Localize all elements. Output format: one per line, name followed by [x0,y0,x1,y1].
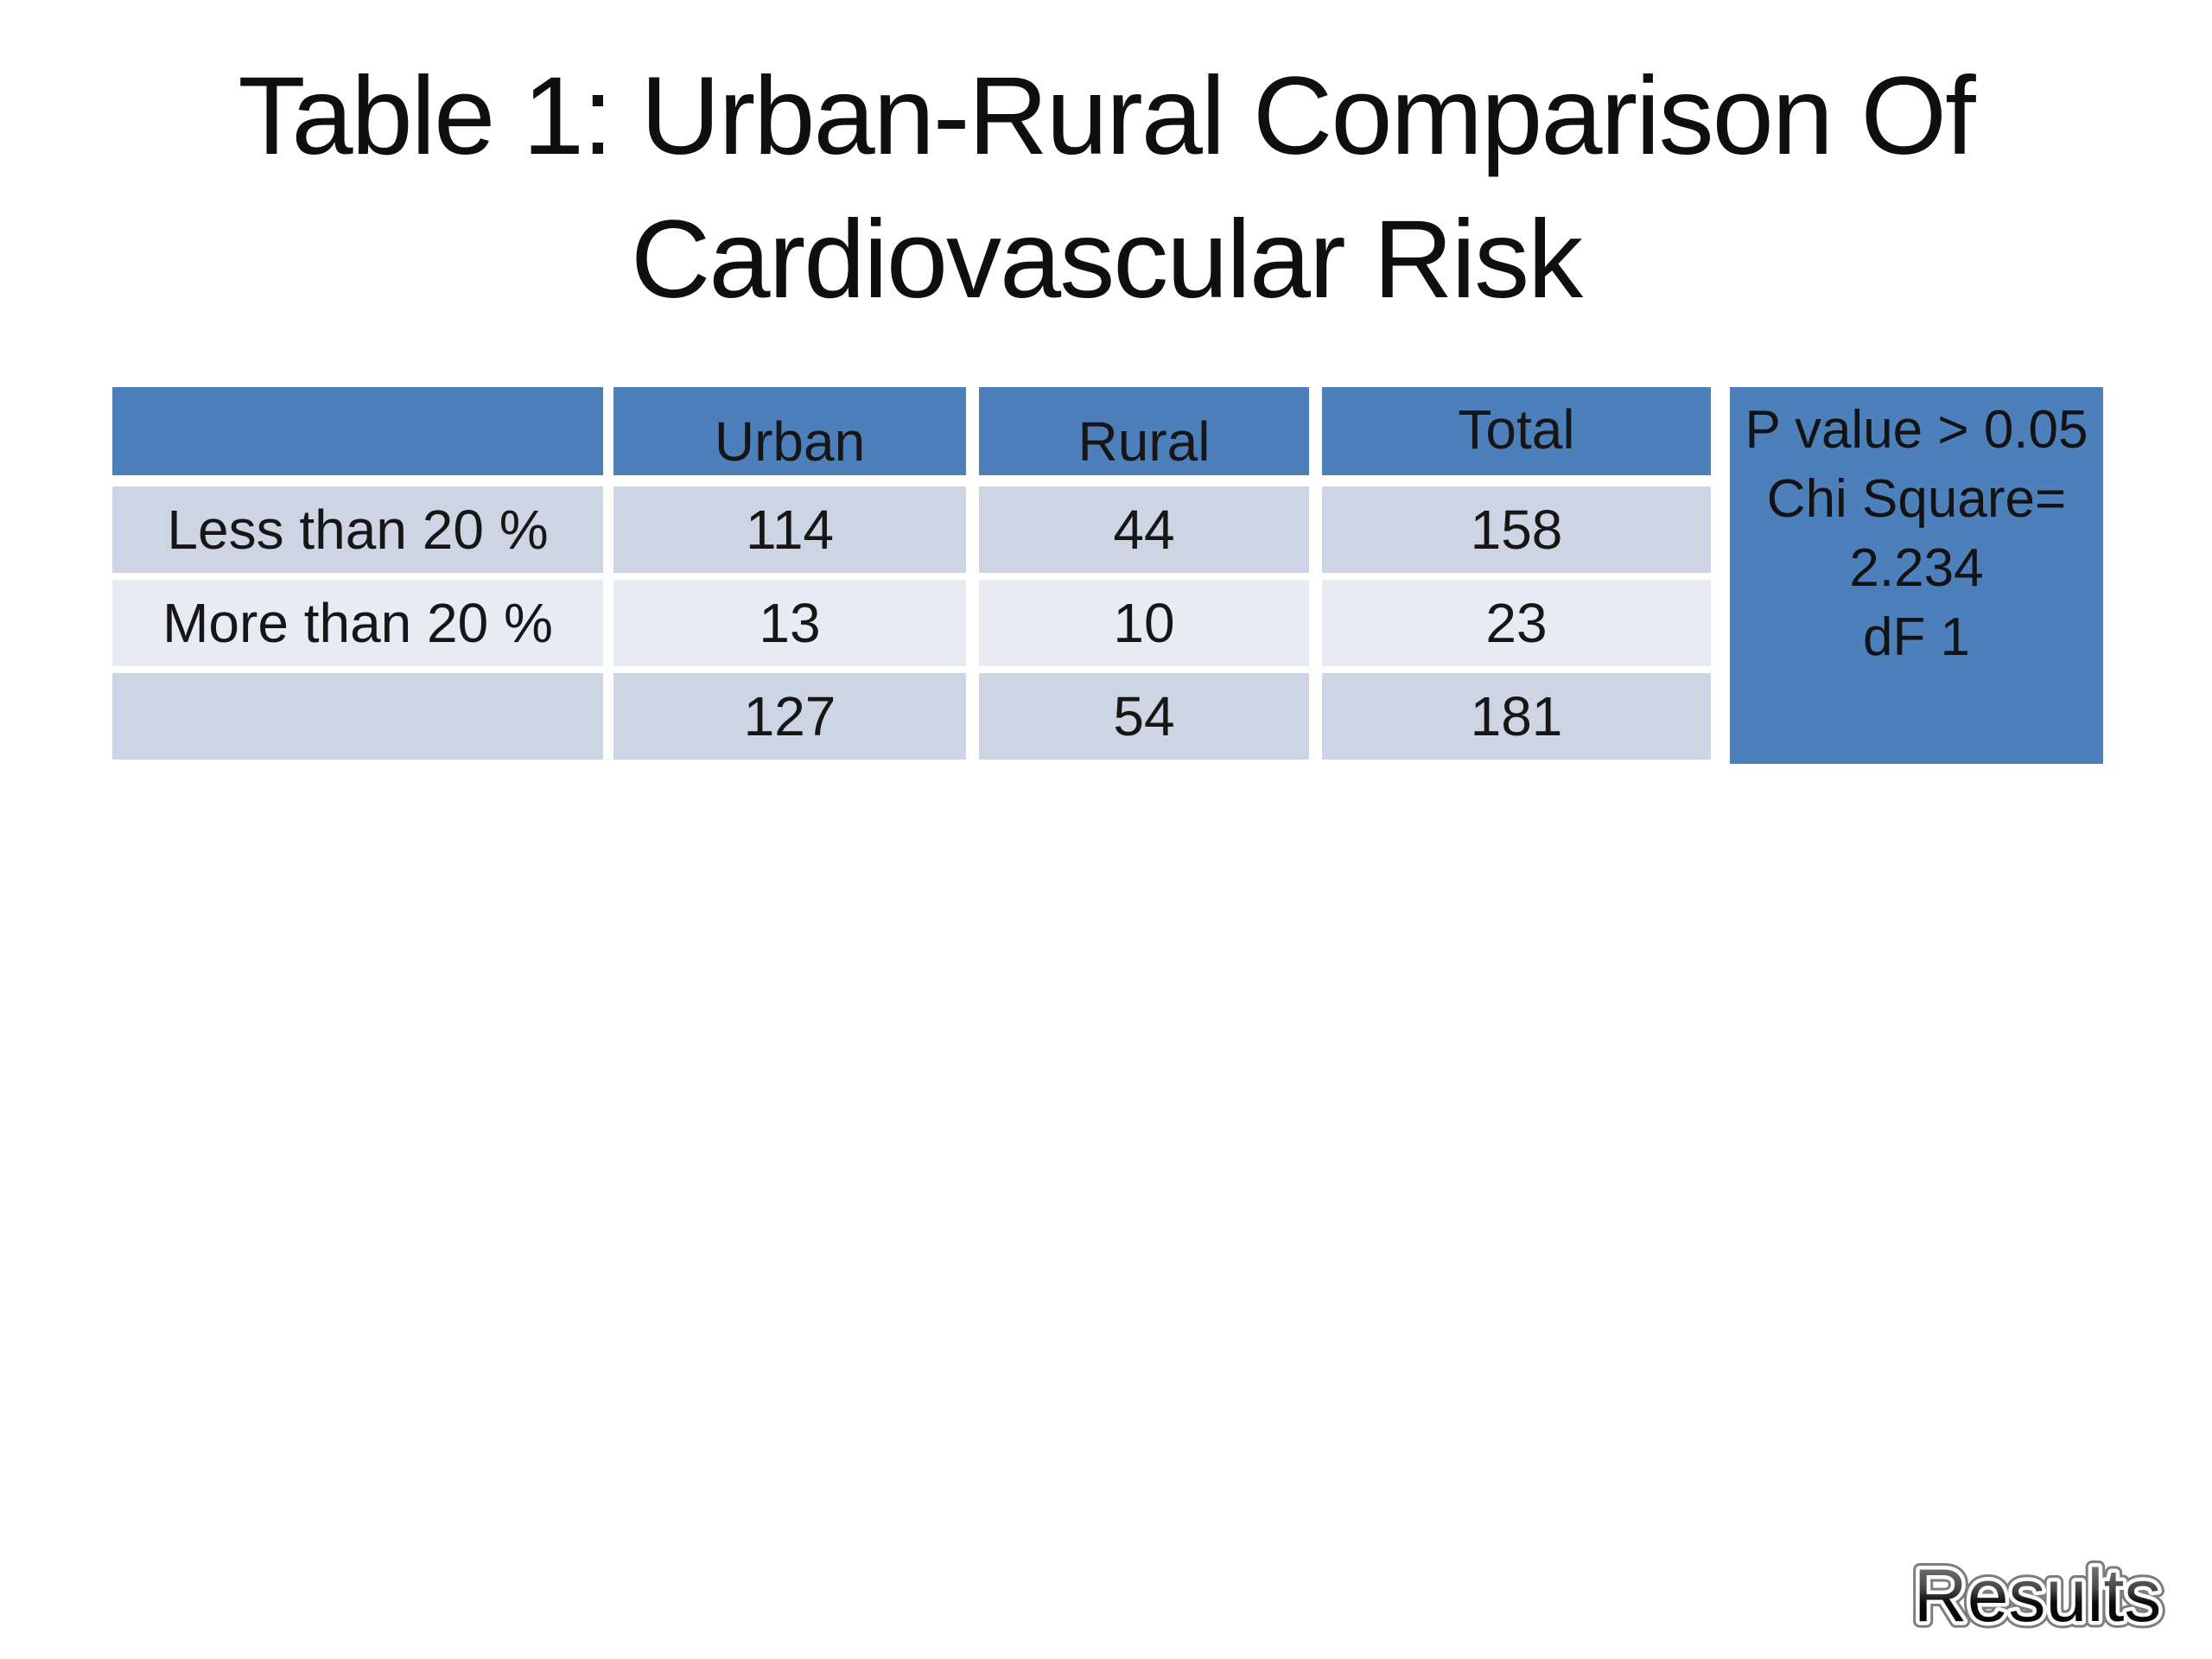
table-cell-urban-row2: 13 [613,580,966,666]
slide-title-line2: Cardiovascular Risk [630,198,1583,321]
table-cell-urban-row3: 127 [613,673,966,760]
table-cell-rural-row2: 10 [979,580,1309,666]
stats-p-value: P value > 0.05 [1745,400,2088,460]
table-column-labels: Less than 20 % More than 20 % [112,387,603,760]
stats-chi-value: 2.234 [1849,538,1984,598]
slide-title: Table 1: Urban-Rural Comparison Of Cardi… [0,45,2212,332]
results-wordart: Results Results Results [1882,1545,2193,1649]
results-outline-inner: Results [1914,1554,2162,1637]
table-cell-total-row2: 23 [1322,580,1711,666]
row-label-total-row [112,673,603,760]
stats-panel: P value > 0.05 Chi Square= 2.234 dF 1 [1730,387,2103,764]
table-column-urban: Urban 114 13 127 [613,387,966,760]
header-cell-rural: Rural [979,387,1309,475]
row-label-less-than-20: Less than 20 % [112,486,603,573]
header-cell-urban: Urban [613,387,966,475]
table-column-rural: Rural 44 10 54 [979,387,1309,760]
results-text: Results [1914,1554,2162,1637]
table-cell-total-row1: 158 [1322,486,1711,573]
slide-title-line1: Table 1: Urban-Rural Comparison Of [238,54,1975,178]
stats-df: dF 1 [1862,607,1971,667]
table-cell-rural-row3: 54 [979,673,1309,760]
comparison-table: Less than 20 % More than 20 % Urban 114 … [112,387,2103,764]
table-cell-total-row3: 181 [1322,673,1711,760]
table-column-total: Total 158 23 181 [1322,387,1711,760]
results-outline-outer: Results [1914,1554,2162,1637]
row-label-more-than-20: More than 20 % [112,580,603,666]
header-cell-empty [112,387,603,475]
table-cell-urban-row1: 114 [613,486,966,573]
table-cell-rural-row1: 44 [979,486,1309,573]
stats-chi-square: Chi Square= [1766,469,2067,529]
results-wordart-svg: Results Results Results [1907,1548,2168,1644]
header-cell-total: Total [1322,387,1711,475]
